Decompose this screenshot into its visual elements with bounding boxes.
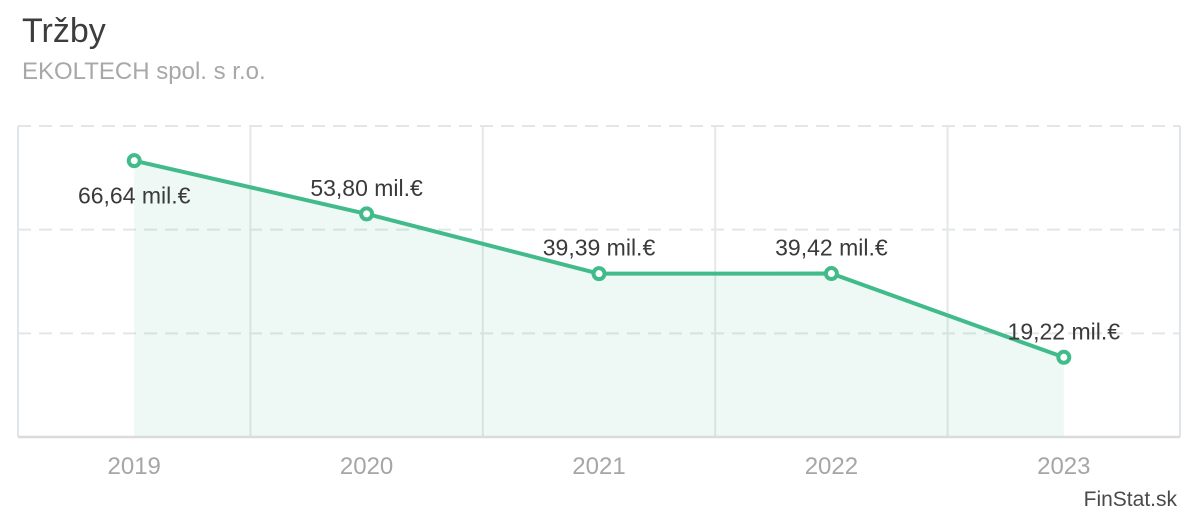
finstat-watermark: FinStat.sk: [1083, 488, 1177, 511]
data-point-2023[interactable]: [1056, 349, 1072, 365]
x-tick-label-2020: 2020: [340, 453, 393, 480]
data-label-2019: 66,64 mil.€: [78, 183, 191, 209]
data-label-2022: 39,42 mil.€: [775, 235, 888, 261]
data-point-2020[interactable]: [359, 206, 375, 222]
series-area-fill: [134, 160, 1064, 437]
x-tick-label-2022: 2022: [805, 453, 858, 480]
chart-header: Tržby EKOLTECH spol. s r.o.: [22, 12, 266, 85]
data-point-2022[interactable]: [823, 266, 839, 282]
x-tick-label-2023: 2023: [1037, 453, 1090, 480]
data-label-2020: 53,80 mil.€: [310, 175, 423, 201]
data-label-2021: 39,39 mil.€: [543, 235, 656, 261]
x-tick-label-2019: 2019: [108, 453, 161, 480]
data-label-2023: 19,22 mil.€: [1008, 318, 1121, 344]
chart-subtitle: EKOLTECH spol. s r.o.: [22, 58, 266, 86]
chart-title: Tržby: [22, 12, 106, 50]
x-tick-label-2021: 2021: [572, 453, 625, 480]
data-point-2021[interactable]: [591, 266, 607, 282]
data-point-2019[interactable]: [126, 153, 142, 169]
